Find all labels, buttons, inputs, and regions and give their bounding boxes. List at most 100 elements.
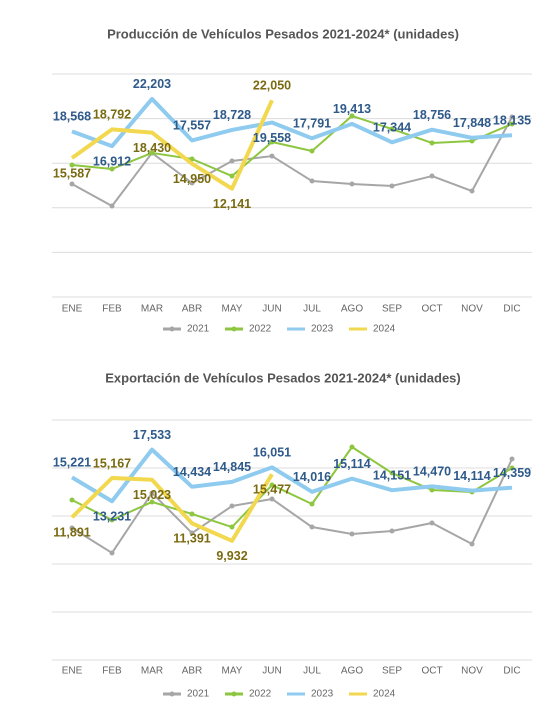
point [509,465,515,471]
x-tick-label: MAY [222,304,243,315]
legend-label: 2021 [187,324,210,335]
point [229,524,235,530]
data-label: 17,344 [373,121,411,135]
point [429,520,435,526]
data-label: 17,557 [173,119,211,133]
point [349,531,355,537]
point [509,114,515,120]
series-line [71,96,513,149]
data-label: 14,016 [293,470,331,484]
data-label: 14,434 [173,465,211,479]
point [389,126,395,132]
point [69,497,75,503]
point [349,444,355,450]
legend-label: 2022 [249,689,272,700]
point [429,173,435,179]
data-label: 16,912 [93,154,131,168]
x-tick-label: OCT [421,666,442,677]
x-tick-label: DIC [503,666,520,677]
point [269,482,275,488]
data-label: 19,413 [333,102,371,116]
x-tick-label: JUN [262,666,281,677]
data-label: 18,430 [133,141,171,155]
point [229,173,235,179]
point [309,148,315,154]
x-tick-label: ENE [62,666,83,677]
data-label: 15,023 [133,488,171,502]
series-line [70,99,274,191]
point [309,501,315,507]
point [349,181,355,187]
point [469,138,475,144]
point [309,178,315,184]
point [109,550,115,556]
x-tick-label: FEB [102,304,122,315]
chart-title: Exportación de Vehículos Pesados 2021-20… [105,370,460,385]
data-label: 12,141 [213,197,251,211]
point [109,166,115,172]
point [509,456,515,462]
point [509,121,515,127]
legend-marker [231,326,237,332]
data-label: 14,151 [373,468,411,482]
data-label: 18,568 [53,110,91,124]
point [109,203,115,209]
x-tick-label: MAY [222,666,243,677]
legend-marker [169,326,175,332]
data-label: 14,359 [493,466,531,480]
point [389,470,395,476]
x-tick-label: FEB [102,666,122,677]
series-line [71,446,513,529]
data-label: 18,135 [493,114,531,128]
point [189,530,195,536]
data-label: 22,203 [133,77,171,91]
x-tick-label: MAR [141,666,163,677]
data-label: 13,231 [93,510,131,524]
point [469,541,475,547]
series-line [71,116,513,208]
series-line [70,447,513,504]
point [69,525,75,531]
data-label: 19,558 [253,131,291,145]
data-label: 14,470 [413,465,451,479]
data-label: 17,533 [133,428,171,442]
data-label: 15,167 [93,456,131,470]
legend-label: 2023 [311,689,334,700]
legend-marker [169,691,175,697]
data-label: 11,891 [53,526,91,540]
x-tick-label: JUN [262,304,281,315]
x-tick-label: MAR [141,304,163,315]
data-label: 17,848 [453,116,491,130]
x-tick-label: SEP [382,666,402,677]
point [349,113,355,119]
data-label: 15,221 [53,456,91,470]
chart-title: Producción de Vehículos Pesados 2021-202… [107,26,459,41]
data-label: 18,792 [93,108,131,122]
data-label: 15,477 [253,483,291,497]
point [109,517,115,523]
x-tick-label: OCT [421,304,442,315]
point [189,511,195,517]
data-label: 14,950 [173,172,211,186]
x-tick-label: SEP [382,304,402,315]
data-label: 9,932 [216,549,247,563]
data-label: 22,050 [253,79,291,93]
x-tick-label: DIC [503,304,520,315]
legend-label: 2024 [373,689,396,700]
point [229,158,235,164]
point [469,188,475,194]
x-tick-label: AGO [341,666,363,677]
data-label: 18,728 [213,108,251,122]
data-label: 16,051 [253,446,291,460]
data-label: 15,114 [333,457,371,471]
x-tick-label: JUL [303,666,321,677]
data-label: 18,756 [413,108,451,122]
point [429,140,435,146]
point [69,162,75,168]
x-tick-label: ABR [182,304,203,315]
data-label: 15,587 [53,166,91,180]
series-line [71,458,513,554]
data-label: 14,845 [213,460,251,474]
legend-marker [231,691,237,697]
